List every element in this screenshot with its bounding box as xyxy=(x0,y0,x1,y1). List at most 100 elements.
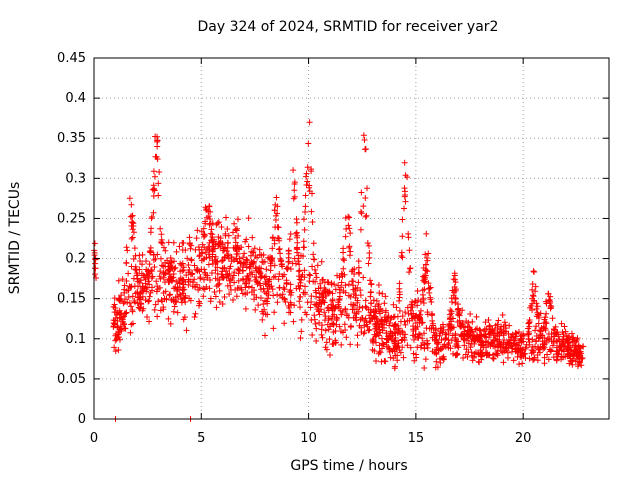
data-point xyxy=(275,235,282,242)
data-point xyxy=(552,323,559,330)
data-point xyxy=(317,280,324,287)
data-point xyxy=(297,335,304,342)
data-point xyxy=(291,302,298,309)
data-point xyxy=(157,268,164,275)
data-point xyxy=(241,250,248,257)
data-point xyxy=(302,208,309,215)
data-point xyxy=(310,278,317,285)
data-point xyxy=(419,319,426,326)
data-point xyxy=(376,289,383,296)
data-point xyxy=(221,253,228,260)
data-point xyxy=(378,316,385,323)
data-point xyxy=(399,216,406,223)
data-point xyxy=(452,352,459,359)
data-point xyxy=(129,226,136,233)
data-point xyxy=(125,287,132,294)
data-point xyxy=(416,316,423,323)
data-point xyxy=(144,313,151,320)
data-point xyxy=(379,290,386,297)
data-point xyxy=(316,311,323,318)
data-point xyxy=(359,304,366,311)
data-point xyxy=(417,298,424,305)
data-point xyxy=(306,119,313,126)
data-point xyxy=(537,310,544,317)
data-point xyxy=(354,299,361,306)
data-point xyxy=(291,255,298,262)
data-point xyxy=(242,238,249,245)
data-point xyxy=(170,308,177,315)
data-point xyxy=(399,254,406,261)
x-tick-label: 15 xyxy=(408,431,425,446)
data-point xyxy=(308,293,315,300)
data-point xyxy=(271,309,278,316)
data-point xyxy=(310,251,317,258)
data-point xyxy=(188,242,195,249)
data-point xyxy=(417,331,424,338)
data-point xyxy=(151,173,158,180)
data-point xyxy=(569,361,576,368)
data-point xyxy=(129,293,136,300)
data-point xyxy=(176,280,183,287)
data-point xyxy=(337,307,344,314)
data-point xyxy=(274,291,281,298)
data-point xyxy=(439,345,446,352)
data-point xyxy=(452,296,459,303)
data-point xyxy=(366,326,373,333)
data-point xyxy=(463,330,470,337)
data-point xyxy=(529,292,536,299)
data-point xyxy=(322,327,329,334)
data-point xyxy=(301,226,308,233)
data-point xyxy=(372,358,379,365)
data-point xyxy=(216,287,223,294)
data-point xyxy=(375,281,382,288)
data-point xyxy=(250,249,257,256)
data-point xyxy=(218,223,225,230)
data-point xyxy=(296,261,303,268)
data-point xyxy=(129,234,136,241)
data-point xyxy=(459,307,466,314)
data-point xyxy=(450,315,457,322)
data-point xyxy=(115,277,122,284)
y-tick-label: 0.15 xyxy=(57,292,86,307)
data-point xyxy=(213,283,220,290)
data-point xyxy=(411,315,418,322)
data-point xyxy=(246,277,253,284)
data-point xyxy=(345,213,352,220)
data-point xyxy=(126,283,133,290)
data-point xyxy=(358,210,365,217)
data-point xyxy=(118,292,125,299)
data-point xyxy=(325,315,332,322)
data-point xyxy=(545,356,552,363)
data-point xyxy=(129,320,136,327)
data-point xyxy=(170,285,177,292)
data-point xyxy=(235,285,242,292)
data-point xyxy=(221,254,228,261)
data-point xyxy=(191,262,198,269)
data-point xyxy=(390,301,397,308)
data-point xyxy=(529,281,536,288)
data-point xyxy=(377,329,384,336)
data-point xyxy=(357,226,364,233)
data-point xyxy=(558,320,565,327)
data-point xyxy=(304,178,311,185)
data-point xyxy=(290,195,297,202)
data-point xyxy=(548,304,555,311)
data-point xyxy=(465,340,472,347)
data-point xyxy=(447,345,454,352)
data-point xyxy=(269,235,276,242)
data-point xyxy=(259,258,266,265)
data-point xyxy=(179,260,186,267)
data-point xyxy=(512,346,519,353)
data-point xyxy=(112,304,119,311)
data-point xyxy=(566,360,573,367)
data-point xyxy=(139,293,146,300)
data-point xyxy=(300,244,307,251)
data-point xyxy=(209,251,216,258)
data-point xyxy=(232,234,239,241)
data-point xyxy=(424,340,431,347)
data-point xyxy=(396,288,403,295)
data-point xyxy=(329,341,336,348)
data-point xyxy=(290,167,297,174)
data-point xyxy=(533,323,540,330)
data-point xyxy=(156,168,163,175)
